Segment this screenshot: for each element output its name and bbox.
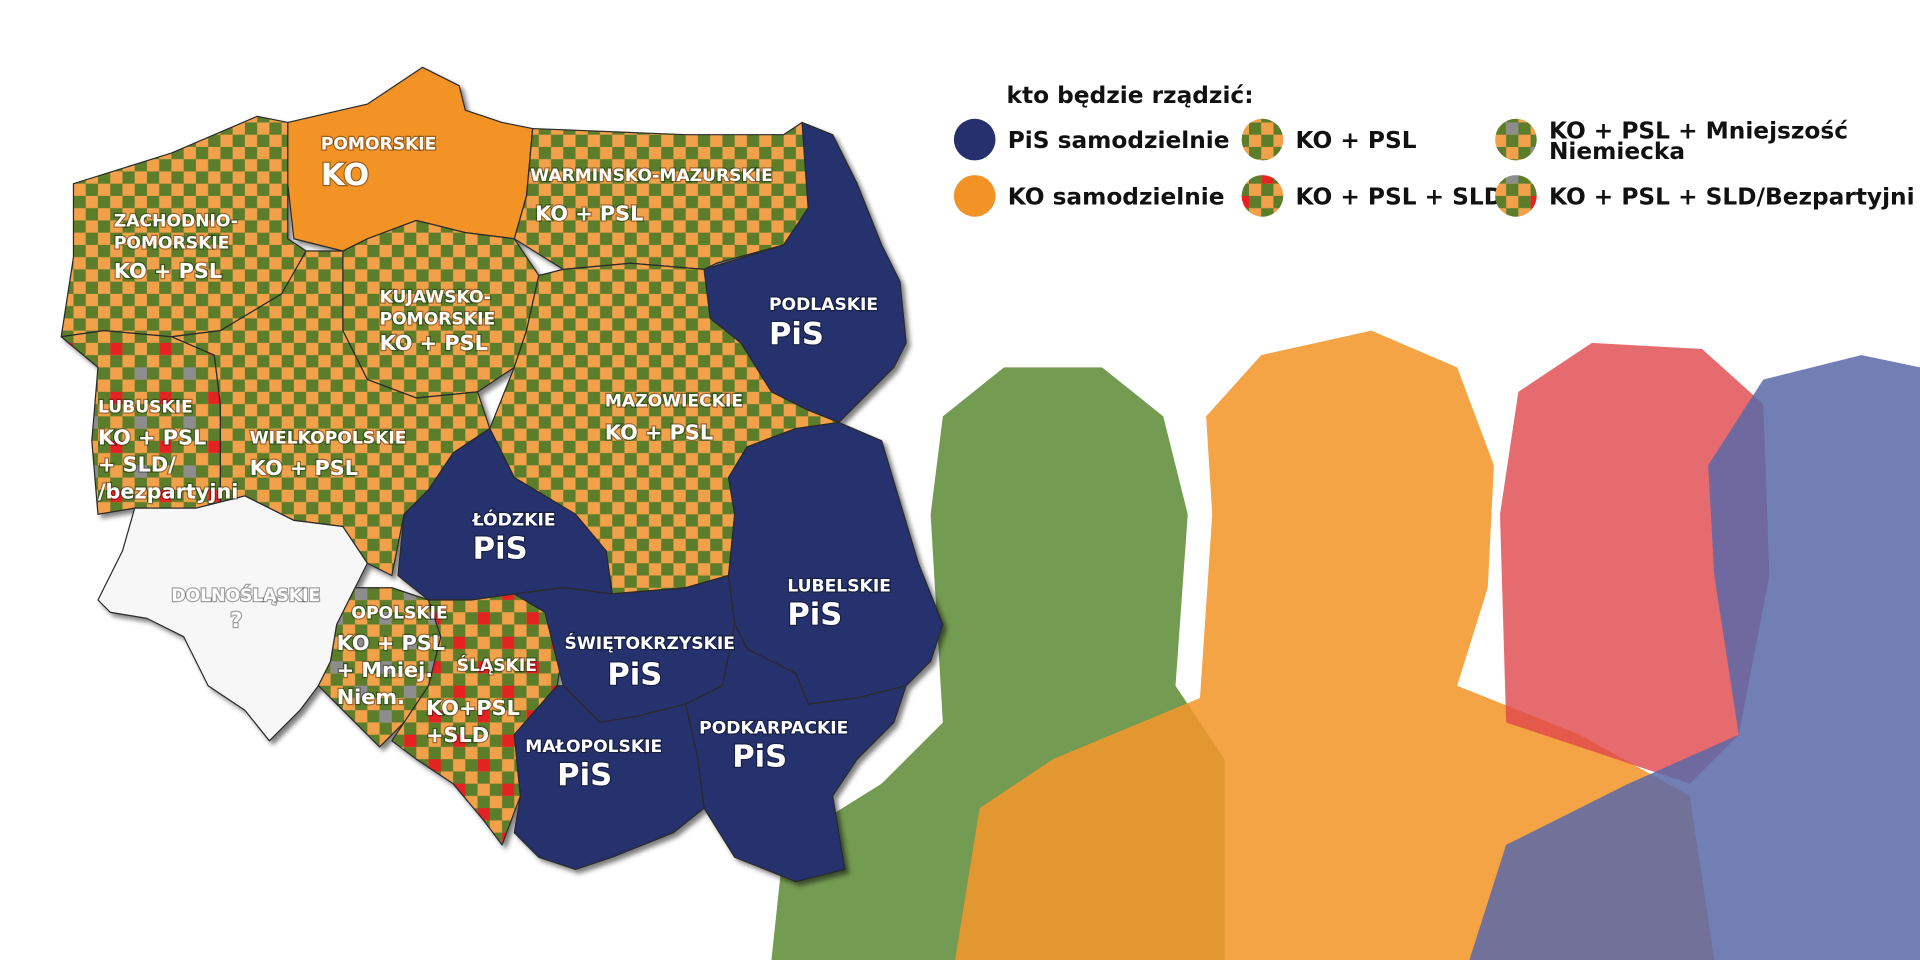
portrait-blue <box>1469 355 1920 960</box>
region-label: + Mniej. <box>337 658 433 682</box>
region-label: KO+PSL <box>426 696 520 720</box>
region-name: POMORSKIE <box>114 234 230 254</box>
region-label: Niem. <box>337 685 405 709</box>
legend-swatch <box>953 175 996 217</box>
legend-label: Niemiecka <box>1549 138 1685 165</box>
portrait-red <box>1500 342 1770 784</box>
region-label: KO <box>321 158 369 193</box>
region-shape <box>685 623 907 883</box>
legend-label: KO + PSL + SLD/Bezpartyjni <box>1549 183 1915 210</box>
region-name: PODLASKIE <box>769 295 878 315</box>
region-shape <box>513 685 705 870</box>
legend-label: KO + PSL + Mniejszość <box>1549 117 1848 144</box>
legend-swatch <box>953 118 996 161</box>
region-label: +SLD <box>426 723 489 747</box>
region-name: PODKARPACKIE <box>699 718 848 738</box>
region-name: WARMINSKO-MAZURSKIE <box>530 166 773 186</box>
region-label: ? <box>230 608 242 632</box>
region-name: KUJAWSKO- <box>380 287 491 307</box>
legend-swatch <box>1495 118 1537 161</box>
portraits <box>771 330 1920 960</box>
region-label: KO + PSL <box>98 425 206 449</box>
region-label: KO + PSL <box>250 456 358 480</box>
region-name: ŚLĄSKIE <box>457 654 537 676</box>
region-label: PiS <box>769 317 824 352</box>
region-label: PiS <box>787 597 842 632</box>
region-label: PiS <box>473 531 528 566</box>
region-label: /bezpartyjni <box>98 479 238 503</box>
region-label: KO + PSL <box>535 201 643 225</box>
region-name: LUBUSKIE <box>98 398 193 418</box>
region-name: ZACHODNIO- <box>114 212 238 232</box>
legend-swatch <box>1241 175 1284 217</box>
region-name: WIELKOPOLSKIE <box>250 428 407 448</box>
region-name: MAŁOPOLSKIE <box>525 737 662 757</box>
region-name: DOLNOŚLĄSKIE <box>171 584 320 606</box>
region-name: LUBELSKIE <box>787 576 891 596</box>
region-name: ŁÓDZKIE <box>472 508 556 530</box>
region-label: PiS <box>732 740 787 775</box>
map <box>60 66 944 883</box>
region-name: POMORSKIE <box>321 134 437 154</box>
region-label: KO + PSL <box>605 421 713 445</box>
region-name: OPOLSKIE <box>351 603 447 623</box>
region-name: MAZOWIECKIE <box>605 392 743 412</box>
region-name: ŚWIĘTOKRZYSKIE <box>564 632 734 654</box>
legend-label: KO + PSL + SLD <box>1296 183 1504 210</box>
portrait-orange <box>955 330 1715 960</box>
legend: kto będzie rządzić: PiS samodzielnie KO s… <box>953 82 1915 217</box>
legend-swatch <box>1495 175 1537 217</box>
region-name: POMORSKIE <box>380 309 496 329</box>
region-label: KO + PSL <box>380 331 488 355</box>
region-label: KO + PSL <box>114 259 222 283</box>
region-label: PiS <box>557 758 612 793</box>
legend-swatch <box>1241 118 1284 161</box>
region-shape <box>513 121 822 270</box>
region-label: PiS <box>607 657 662 692</box>
legend-label: PiS samodzielnie <box>1008 127 1230 154</box>
region-label: + SLD/ <box>98 452 176 476</box>
region-label: KO + PSL <box>337 631 445 655</box>
legend-title: kto będzie rządzić: <box>1007 82 1254 109</box>
legend-label: KO samodzielnie <box>1008 183 1225 210</box>
legend-label: KO + PSL <box>1296 127 1417 154</box>
